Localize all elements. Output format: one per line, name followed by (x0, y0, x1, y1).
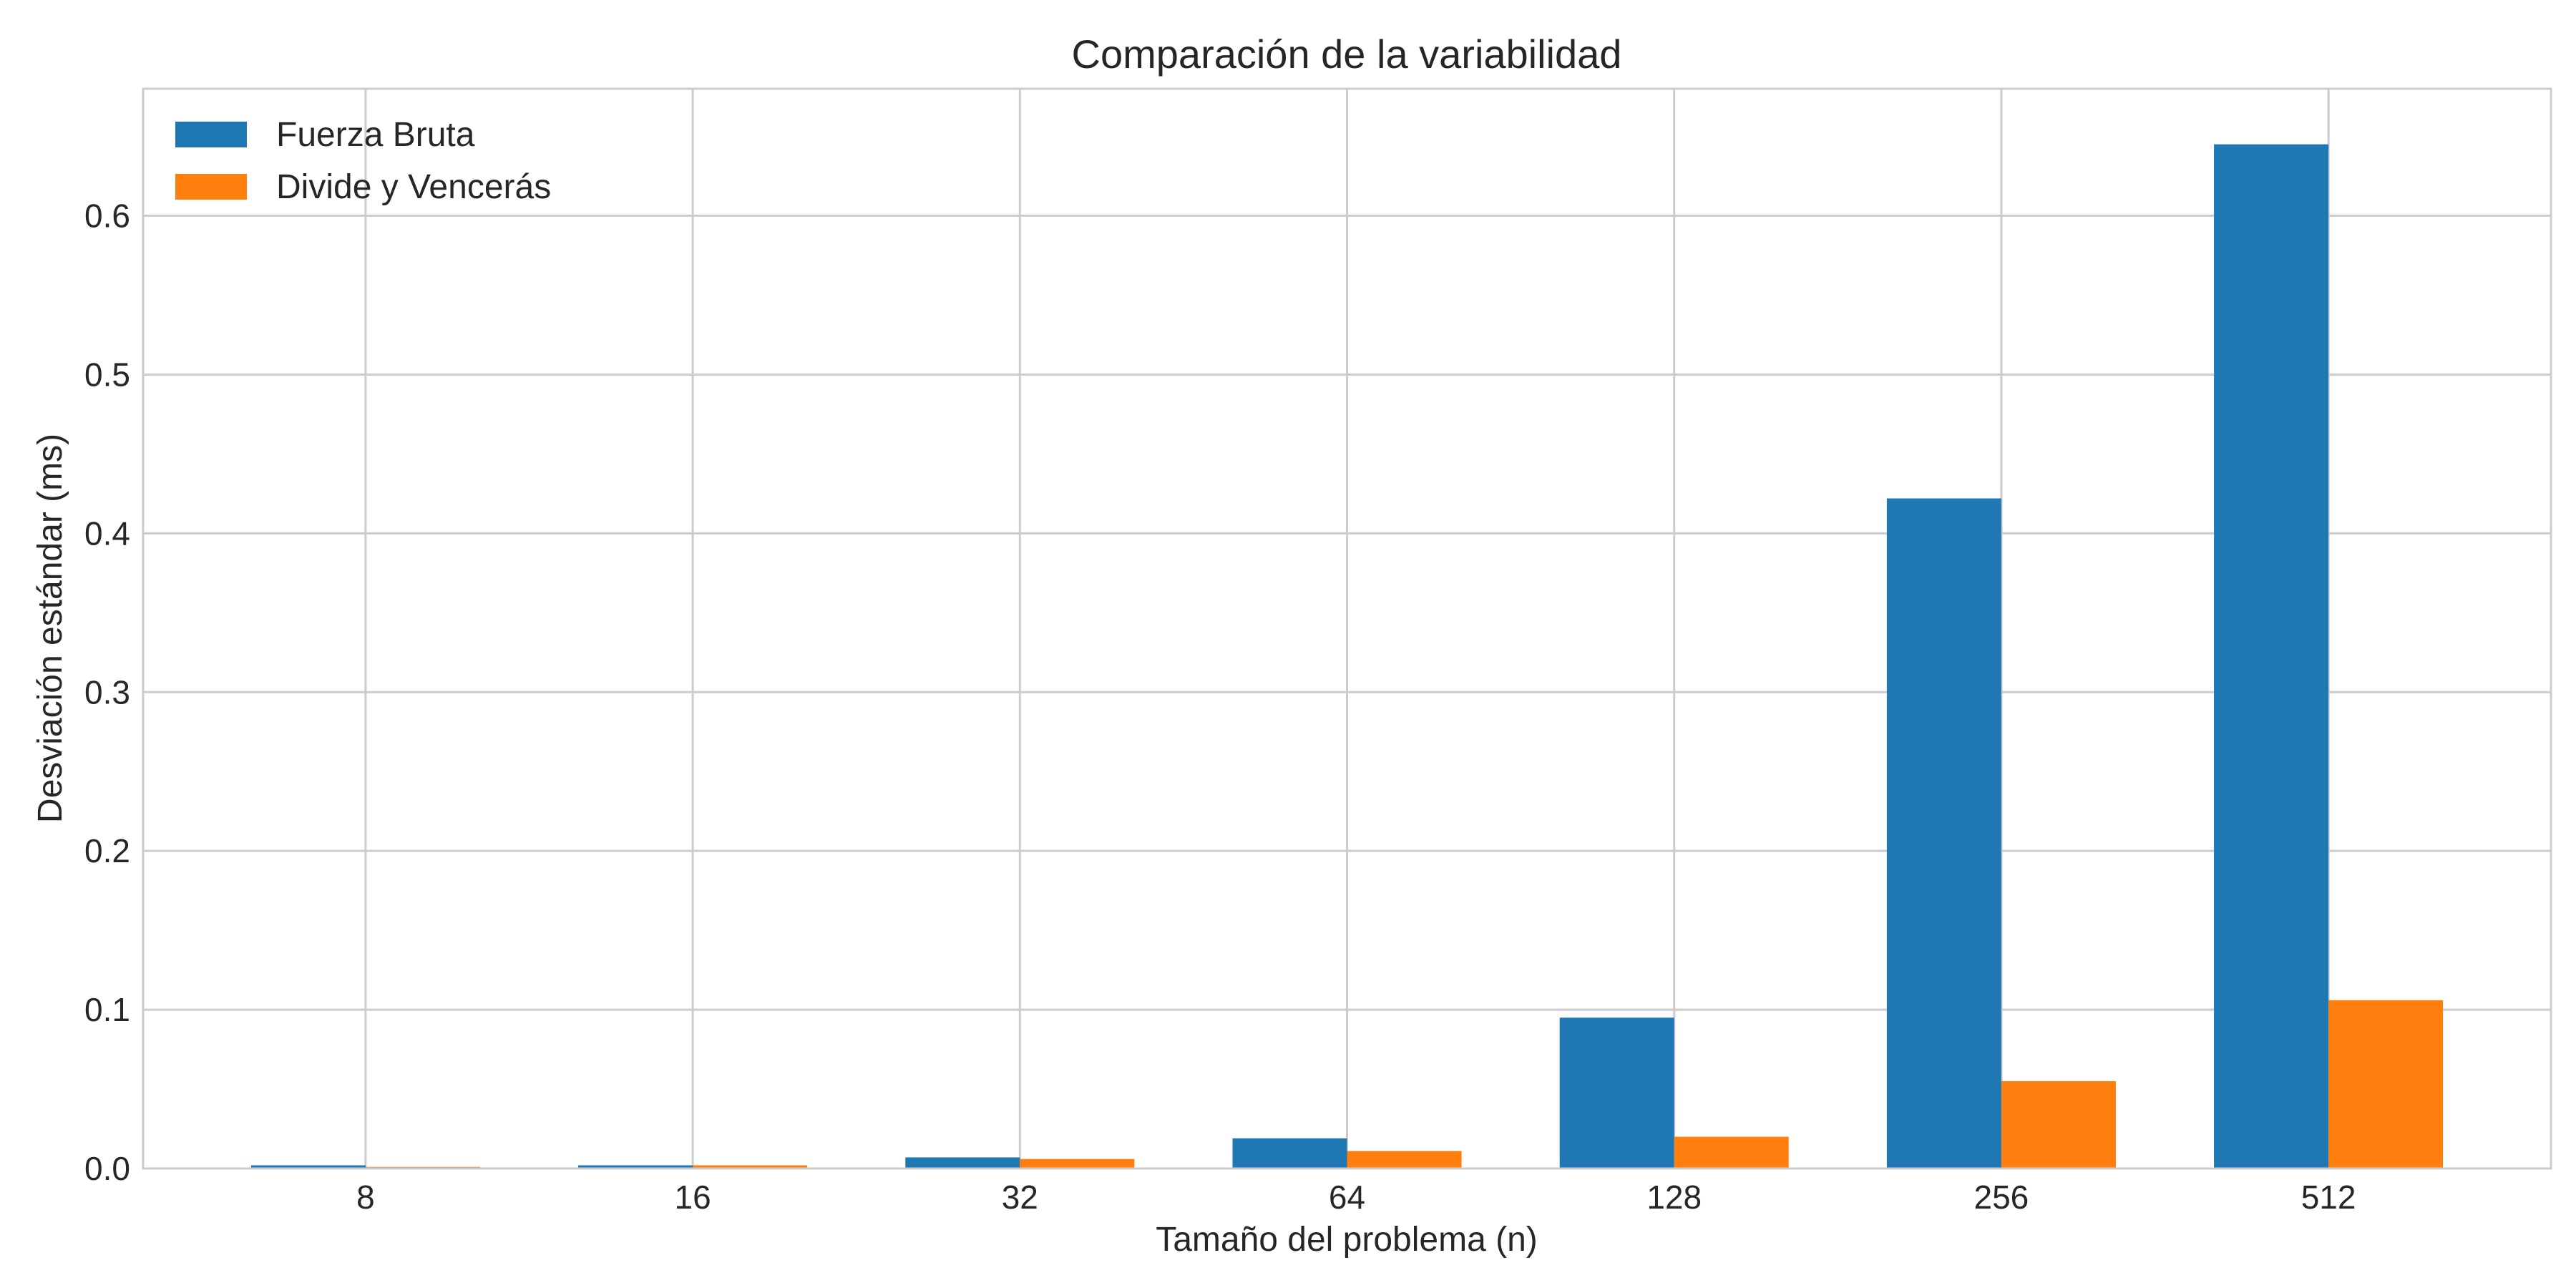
legend: Fuerza Bruta Divide y Vencerás (175, 116, 551, 206)
x-tick-label: 16 (675, 1179, 711, 1216)
x-tick-label: 256 (1974, 1179, 2029, 1216)
bars (250, 144, 2444, 1169)
plot-frame (142, 87, 2552, 1170)
bar-divide-y-venceras-512 (2328, 1000, 2444, 1169)
y-tick-label: 0.4 (84, 514, 130, 552)
bar-divide-y-venceras-64 (1347, 1151, 1462, 1169)
y-tick-label: 0.0 (84, 1150, 130, 1187)
y-tick-label: 0.6 (84, 197, 130, 235)
y-tick-label: 0.2 (84, 832, 130, 869)
legend-swatch-divide-y-venceras (175, 174, 247, 200)
legend-swatch-fuerza-bruta (175, 122, 247, 147)
chart-title: Comparación de la variabilidad (1072, 31, 1622, 77)
bar-fuerza-bruta-16 (578, 1165, 693, 1169)
bar-divide-y-venceras-32 (1020, 1158, 1135, 1169)
bar-divide-y-venceras-16 (693, 1165, 808, 1169)
x-tick-label: 128 (1646, 1179, 1702, 1216)
y-tick-label: 0.1 (84, 991, 130, 1028)
bar-fuerza-bruta-256 (1886, 498, 2001, 1169)
grid-lines (143, 89, 2551, 1169)
legend-label-divide-y-venceras: Divide y Vencerás (276, 168, 551, 206)
x-tick-label: 512 (2301, 1179, 2356, 1216)
x-axis-label: Tamaño del problema (n) (1156, 1221, 1538, 1259)
legend-label-fuerza-bruta: Fuerza Bruta (276, 116, 475, 154)
x-tick-label: 64 (1329, 1179, 1365, 1216)
x-tick-label: 32 (1002, 1179, 1038, 1216)
bar-fuerza-bruta-32 (905, 1157, 1020, 1169)
bar-fuerza-bruta-512 (2214, 144, 2329, 1169)
y-tick-label: 0.3 (84, 673, 130, 711)
bar-divide-y-venceras-256 (2001, 1080, 2116, 1169)
x-tick-label: 8 (356, 1179, 375, 1216)
bar-fuerza-bruta-64 (1232, 1138, 1347, 1169)
bar-divide-y-venceras-128 (1674, 1136, 1789, 1169)
tick-labels: 0.0 0.1 0.2 0.3 0.4 0.5 0.6 8 16 32 64 128 256 512 (84, 197, 2356, 1216)
y-tick-label: 0.5 (84, 356, 130, 393)
y-axis-label: Desviación estándar (ms) (31, 434, 69, 823)
bar-fuerza-bruta-8 (250, 1165, 366, 1169)
bar-fuerza-bruta-128 (1559, 1018, 1674, 1169)
